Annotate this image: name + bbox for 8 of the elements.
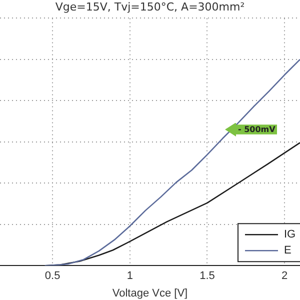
x-tick-label: 0.5 [44, 270, 60, 282]
chart-title: Vge=15V, Tvj=150°C, A=300mm² [55, 0, 245, 14]
x-tick-label: 1.5 [200, 270, 215, 282]
x-axis-title: Voltage Vce [V] [112, 287, 188, 300]
legend-label: IG [284, 228, 296, 241]
x-tick-label: 1 [126, 270, 133, 282]
x-tick-label: 2 [281, 270, 288, 282]
legend-label: E [284, 244, 292, 257]
